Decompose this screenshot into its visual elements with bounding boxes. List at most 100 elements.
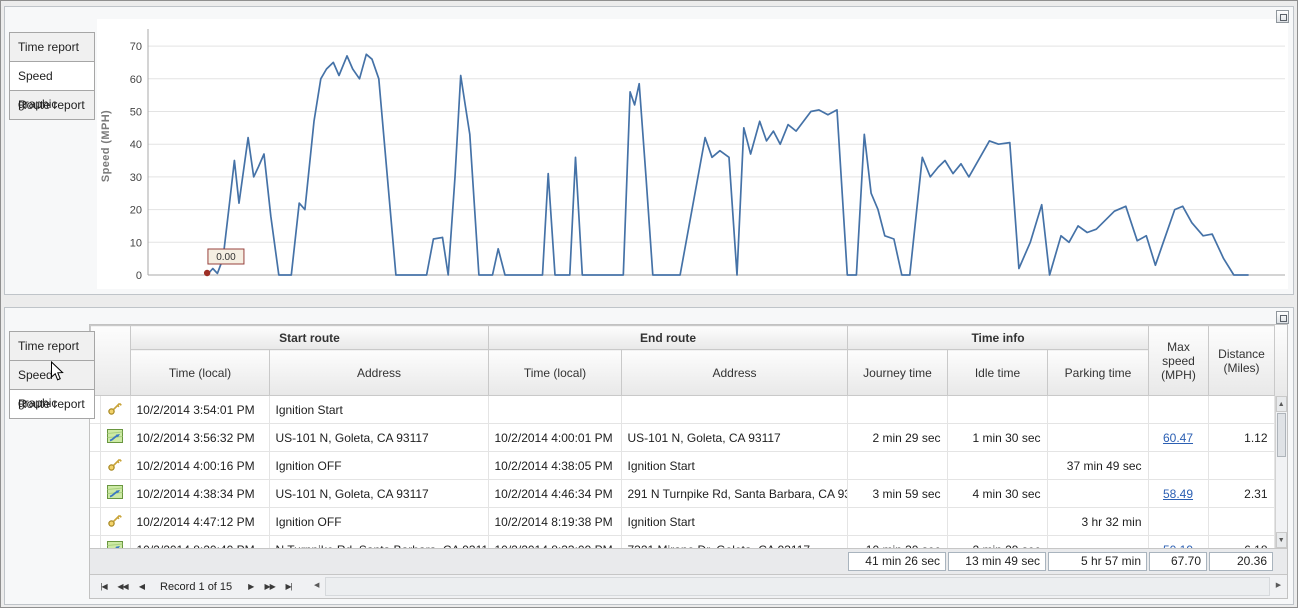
column-header-0[interactable]: Time (local) bbox=[130, 349, 270, 396]
record-navigator: |◀ ◀◀ ◀ Record 1 of 15 ▶ ▶▶ ▶| ◀ ▶ bbox=[90, 574, 1287, 598]
table-row[interactable]: 10/2/2014 8:20:40 PM N Turnpike Rd, Sant… bbox=[90, 535, 1275, 549]
table-row[interactable]: 10/2/2014 4:47:12 PM Ignition OFF 10/2/2… bbox=[90, 507, 1275, 536]
max-speed-link[interactable]: 50.19 bbox=[1163, 543, 1193, 549]
start-point-marker bbox=[203, 269, 211, 277]
tab-route-report[interactable]: Route report bbox=[9, 389, 95, 419]
speed-series-line bbox=[206, 53, 1249, 276]
cell-distance: 6.18 bbox=[1208, 535, 1275, 548]
group-header-start-route[interactable]: Start route bbox=[130, 325, 489, 350]
cell-start-time: 10/2/2014 4:00:16 PM bbox=[130, 451, 270, 480]
max-speed-link[interactable]: 58.49 bbox=[1162, 486, 1194, 501]
column-header-6[interactable]: Parking time bbox=[1047, 349, 1149, 396]
cell-distance bbox=[1208, 396, 1275, 424]
collapse-panel-button[interactable] bbox=[1276, 10, 1289, 23]
cell-idle-time: 4 min 30 sec bbox=[947, 479, 1048, 508]
vertical-scrollbar-track[interactable] bbox=[1276, 412, 1288, 532]
cell-end-time: 10/2/2014 8:19:38 PM bbox=[488, 507, 622, 536]
table-row[interactable]: 10/2/2014 4:00:16 PM Ignition OFF 10/2/2… bbox=[90, 451, 1275, 480]
cell-start-time: 10/2/2014 3:54:01 PM bbox=[130, 396, 270, 424]
collapse-panel-button[interactable] bbox=[1276, 311, 1289, 324]
column-header-2[interactable]: Time (local) bbox=[488, 349, 622, 396]
summary-value-parking: 5 hr 57 min bbox=[1048, 552, 1147, 571]
y-tick-label: 20 bbox=[130, 205, 142, 217]
cell-distance bbox=[1208, 451, 1275, 480]
cell-start-address: US-101 N, Goleta, CA 93117 bbox=[269, 423, 489, 452]
tab-time-report[interactable]: Time report bbox=[9, 32, 95, 62]
route-map-icon bbox=[107, 485, 123, 499]
horizontal-scrollbar-thumb[interactable] bbox=[325, 577, 1270, 596]
cell-end-time: 10/2/2014 8:33:09 PM bbox=[488, 535, 622, 548]
cell-idle-time bbox=[947, 507, 1048, 536]
cell-end-address bbox=[621, 396, 848, 424]
first-record-button[interactable]: |◀ bbox=[100, 581, 107, 591]
cell-max-speed: 60.47 bbox=[1148, 423, 1209, 452]
tab-speed-graphic[interactable]: Speed graphic bbox=[9, 360, 95, 410]
cell-start-time: 10/2/2014 3:56:32 PM bbox=[130, 423, 270, 452]
grid-corner bbox=[90, 325, 131, 396]
tab-time-report[interactable]: Time report bbox=[9, 331, 95, 361]
horizontal-scrollbar-track[interactable] bbox=[325, 575, 1270, 598]
prev-record-button[interactable]: ◀ bbox=[138, 581, 145, 591]
group-header-end-route[interactable]: End route bbox=[488, 325, 848, 350]
column-header-1[interactable]: Address bbox=[269, 349, 489, 396]
table-row[interactable]: 10/2/2014 3:56:32 PM US-101 N, Goleta, C… bbox=[90, 423, 1275, 452]
table-row[interactable]: 10/2/2014 4:38:34 PM US-101 N, Goleta, C… bbox=[90, 479, 1275, 508]
cell-start-address: Ignition OFF bbox=[269, 451, 489, 480]
cell-parking-time bbox=[1047, 535, 1149, 548]
summary-cell-journey: 41 min 26 sec bbox=[847, 550, 947, 573]
cell-journey-time bbox=[847, 396, 948, 424]
y-tick-label: 30 bbox=[130, 172, 142, 184]
cell-journey-time bbox=[847, 451, 948, 480]
column-header-distance[interactable]: Distance (Miles) bbox=[1208, 325, 1275, 396]
cell-max-speed bbox=[1148, 507, 1209, 536]
table-row[interactable]: 10/2/2014 3:54:01 PM Ignition Start bbox=[90, 396, 1275, 424]
speed-chart-area: Speed (MPH) 0 10 20 30 40 50 60 70 0.00 bbox=[97, 19, 1288, 289]
last-record-button[interactable]: ▶| bbox=[285, 581, 293, 591]
next-record-button[interactable]: ▶ bbox=[248, 581, 254, 591]
column-header-max-speed[interactable]: Max speed (MPH) bbox=[1148, 325, 1209, 396]
cell-start-time: 10/2/2014 4:47:12 PM bbox=[130, 507, 270, 536]
cell-start-time: 10/2/2014 8:20:40 PM bbox=[130, 535, 270, 548]
prev-page-button[interactable]: ◀◀ bbox=[117, 581, 128, 591]
record-counter: Record 1 of 15 bbox=[160, 580, 233, 593]
column-header-4[interactable]: Journey time bbox=[847, 349, 948, 396]
cell-event-icon bbox=[100, 535, 131, 548]
max-speed-link[interactable]: 60.47 bbox=[1162, 430, 1194, 445]
route-map-icon bbox=[107, 541, 123, 548]
y-tick-label: 40 bbox=[130, 139, 142, 151]
cell-parking-time bbox=[1047, 396, 1149, 424]
cell-indicator bbox=[90, 396, 101, 424]
scroll-left-icon[interactable]: ◀ bbox=[313, 582, 320, 589]
cell-max-speed: 58.49 bbox=[1148, 479, 1209, 508]
cell-end-address: 7321 Mirano Dr, Goleta, CA 93117 bbox=[621, 535, 848, 548]
column-header-5[interactable]: Idle time bbox=[947, 349, 1048, 396]
scroll-down-icon[interactable]: ▼ bbox=[1275, 532, 1287, 548]
cell-end-address: US-101 N, Goleta, CA 93117 bbox=[621, 423, 848, 452]
horizontal-scrollbar[interactable]: ◀ ▶ bbox=[308, 575, 1287, 598]
column-header-3[interactable]: Address bbox=[621, 349, 848, 396]
summary-cell-idle: 13 min 49 sec bbox=[947, 550, 1047, 573]
cell-end-time: 10/2/2014 4:38:05 PM bbox=[488, 451, 622, 480]
cell-journey-time: 10 min 30 sec bbox=[847, 535, 948, 548]
cell-event-icon bbox=[100, 396, 131, 424]
scroll-right-icon[interactable]: ▶ bbox=[1275, 582, 1282, 589]
group-header-time-info[interactable]: Time info bbox=[847, 325, 1149, 350]
vertical-scrollbar-thumb[interactable] bbox=[1276, 413, 1286, 457]
cell-end-address: Ignition Start bbox=[621, 451, 848, 480]
cell-end-address: 291 N Turnpike Rd, Santa Barbara, CA 931… bbox=[621, 479, 848, 508]
ignition-key-icon bbox=[108, 458, 122, 471]
next-page-button[interactable]: ▶▶ bbox=[264, 581, 276, 591]
scroll-up-icon[interactable]: ▲ bbox=[1275, 396, 1287, 412]
cell-distance: 2.31 bbox=[1208, 479, 1275, 508]
tab-route-report[interactable]: Route report bbox=[9, 90, 95, 120]
cell-distance bbox=[1208, 507, 1275, 536]
vertical-scrollbar[interactable]: ▲ ▼ bbox=[1274, 396, 1288, 548]
y-axis-title-text: Speed (MPH) bbox=[100, 109, 112, 183]
tab-speed-graphic[interactable]: Speed graphic bbox=[9, 61, 95, 111]
cell-parking-time: 37 min 49 sec bbox=[1047, 451, 1149, 480]
cell-event-icon bbox=[100, 507, 131, 536]
cell-max-speed bbox=[1148, 451, 1209, 480]
summary-cell-parking: 5 hr 57 min bbox=[1047, 550, 1148, 573]
route-map-icon bbox=[107, 429, 123, 443]
